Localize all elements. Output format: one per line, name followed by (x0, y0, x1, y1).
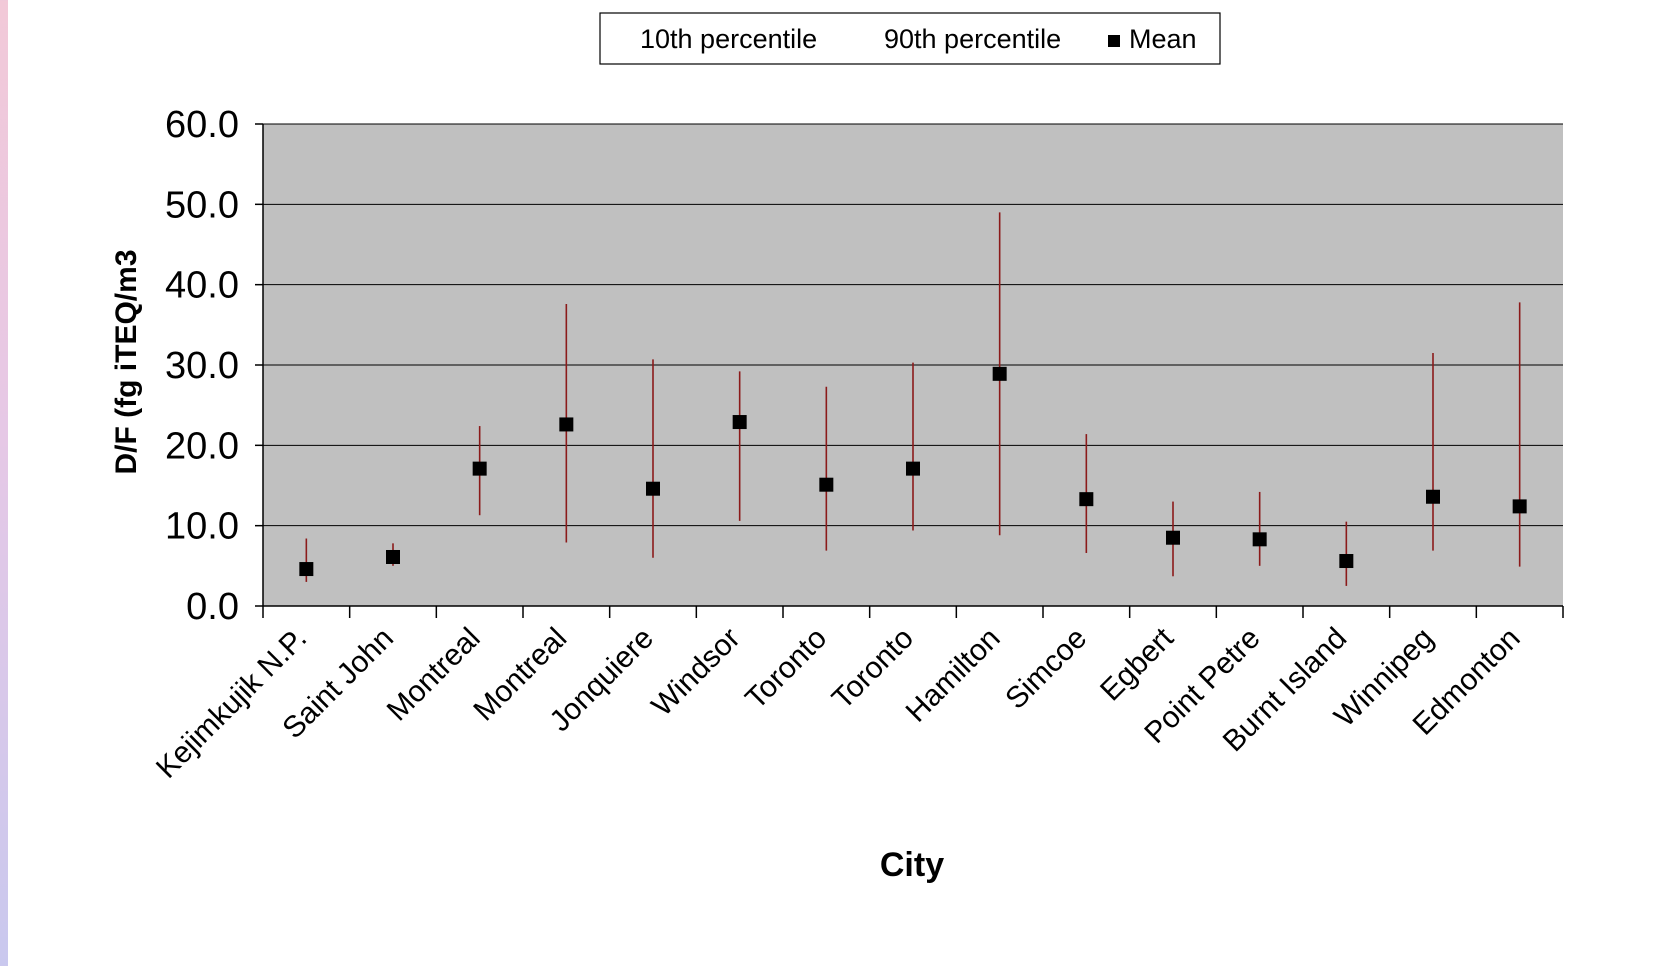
x-axis-ticks: Kejimkujik N.P.Saint JohnMontrealMontrea… (150, 606, 1564, 785)
mean-marker (819, 477, 834, 492)
y-tick-label: 60.0 (165, 104, 239, 146)
mean-marker (1252, 532, 1267, 547)
x-tick-label: Toronto (739, 622, 833, 716)
mean-marker (559, 417, 574, 432)
x-tick-label: Montreal (381, 622, 487, 728)
mean-marker (1512, 499, 1527, 514)
mean-marker (299, 562, 314, 577)
mean-marker (1339, 554, 1354, 569)
x-axis-title: City (880, 846, 944, 884)
chart-frame: 10th percentile 90th percentile Mean 0.0… (8, 0, 1663, 966)
mean-marker (1166, 530, 1180, 545)
legend-p10-label: 10th percentile (640, 24, 817, 54)
mean-marker (906, 461, 920, 476)
y-tick-label: 30.0 (165, 345, 239, 387)
mean-marker (992, 366, 1007, 381)
mean-marker (1079, 492, 1094, 507)
mean-marker (1426, 489, 1440, 504)
x-tick-label: Kejimkujik N.P. (150, 622, 313, 785)
legend-p90-label: 90th percentile (884, 24, 1061, 54)
chart: 10th percentile 90th percentile Mean 0.0… (110, 12, 1564, 884)
x-tick-label: Windsor (645, 622, 746, 723)
mean-marker (646, 481, 660, 496)
y-tick-label: 40.0 (165, 265, 239, 307)
y-tick-label: 0.0 (186, 586, 239, 628)
y-tick-label: 20.0 (165, 425, 239, 467)
x-tick-label: Simcoe (999, 622, 1093, 716)
mean-marker (732, 415, 747, 430)
x-tick-label: Egbert (1094, 621, 1180, 707)
y-axis-title: D/F (fg iTEQ/m3 (110, 250, 143, 475)
legend-mean-marker (1108, 35, 1120, 47)
mean-marker (386, 549, 400, 564)
mean-markers (299, 366, 1527, 577)
y-axis-ticks: 0.0 10.0 20.0 30.0 40.0 50.0 60.0 (165, 104, 263, 628)
mean-marker (472, 461, 487, 476)
legend-mean-label: Mean (1129, 24, 1197, 54)
y-tick-label: 50.0 (165, 184, 239, 226)
x-tick-label: Hamilton (900, 622, 1007, 729)
legend: 10th percentile 90th percentile Mean (599, 12, 1221, 65)
y-tick-label: 10.0 (165, 506, 239, 548)
